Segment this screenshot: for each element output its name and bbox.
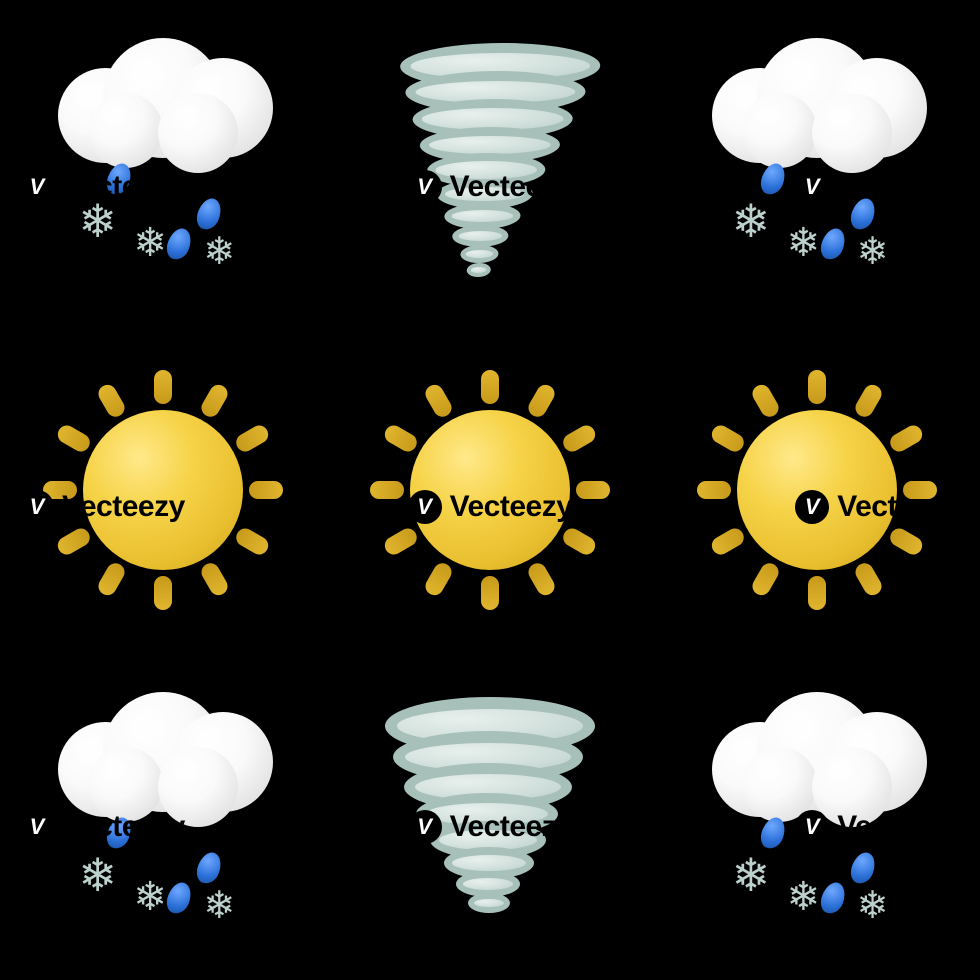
weather-sleet-icon: ❄❄❄ bbox=[0, 653, 327, 980]
weather-tornado-icon bbox=[327, 0, 654, 327]
weather-tornado-icon bbox=[390, 697, 590, 937]
weather-sleet-icon: ❄❄❄ bbox=[48, 43, 278, 283]
weather-sleet-icon: ❄❄❄ bbox=[653, 0, 980, 327]
weather-sun-icon bbox=[370, 370, 610, 610]
weather-sleet-icon: ❄❄❄ bbox=[48, 697, 278, 937]
weather-sun-icon bbox=[653, 327, 980, 654]
weather-sleet-icon: ❄❄❄ bbox=[0, 0, 327, 327]
weather-sun-icon bbox=[327, 327, 654, 654]
weather-sleet-icon: ❄❄❄ bbox=[653, 653, 980, 980]
weather-tornado-icon bbox=[327, 653, 654, 980]
weather-tornado-icon bbox=[377, 43, 602, 283]
weather-sleet-icon: ❄❄❄ bbox=[702, 697, 932, 937]
weather-sun-icon bbox=[697, 370, 937, 610]
weather-sleet-icon: ❄❄❄ bbox=[702, 43, 932, 283]
weather-sun-icon bbox=[0, 327, 327, 654]
weather-sun-icon bbox=[43, 370, 283, 610]
